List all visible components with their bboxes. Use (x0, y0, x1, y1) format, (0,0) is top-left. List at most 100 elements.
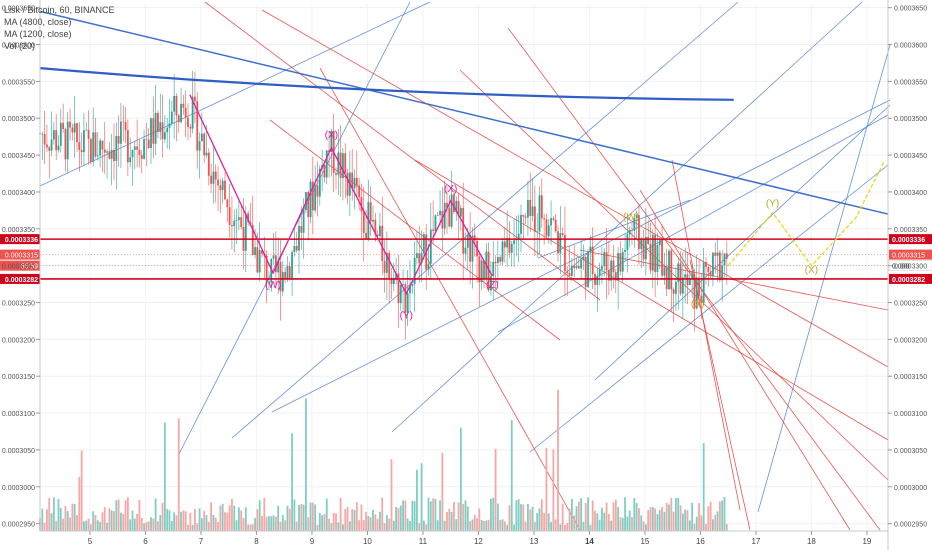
volume-bar (210, 502, 213, 531)
volume-bar (559, 524, 562, 531)
candle-body (547, 225, 550, 237)
candle-body (434, 215, 437, 231)
volume-bar (492, 497, 495, 531)
y-tick-label-right: 0.0003350 (894, 227, 927, 234)
volume-bar (152, 518, 155, 531)
volume-bar (651, 507, 654, 531)
volume-bar (681, 513, 684, 531)
volume-bar (372, 509, 374, 531)
volume-bar (335, 513, 337, 531)
volume-bar (332, 512, 335, 531)
candle-body (133, 146, 136, 150)
volume-bar (418, 522, 421, 531)
volume-bar (200, 518, 203, 531)
candle-body (207, 152, 210, 176)
volume-bar (721, 500, 724, 531)
candle-body (136, 146, 139, 150)
volume-bar (707, 506, 710, 531)
candle-body (559, 233, 562, 254)
candle-body (483, 260, 485, 279)
trendline (231, 1, 739, 439)
volume-bar (413, 501, 416, 531)
candle-body (124, 122, 127, 131)
volume-bar (194, 509, 196, 531)
volume-bar (115, 500, 118, 531)
candle-body (383, 261, 386, 273)
volume-bar (235, 520, 238, 531)
candle-body (235, 219, 238, 221)
volume-bar (446, 511, 448, 531)
volume-bar (436, 520, 439, 531)
volume-bar (66, 511, 69, 531)
candle-body (658, 238, 661, 246)
volume-bar (409, 521, 411, 531)
candle-body (527, 199, 529, 218)
volume-bar (503, 521, 506, 531)
candle-body (533, 206, 536, 232)
trendline (594, 104, 891, 381)
volume-bar (344, 509, 347, 531)
candles (39, 70, 728, 340)
candle-body (649, 244, 652, 271)
volume-bar (598, 519, 601, 531)
candle-body (411, 284, 414, 287)
candle-body (240, 217, 243, 228)
volume-bar (688, 520, 691, 531)
y-tick-label-right: 0.0003500 (894, 116, 927, 123)
candle-body (76, 123, 78, 143)
candle-body (270, 258, 273, 283)
volume-bar (110, 510, 113, 531)
level-tag-left-label: 0.0003282 (5, 277, 38, 284)
candle-body (318, 168, 321, 197)
candle-body (170, 111, 173, 124)
volume-bar (145, 522, 148, 531)
candle-body (672, 289, 675, 294)
wave-label-pink: (X) (325, 130, 338, 141)
candle-body (591, 246, 594, 275)
candle-body (462, 207, 465, 254)
candle-body (212, 171, 215, 184)
volume-bar (554, 519, 557, 531)
candle-body (365, 232, 367, 239)
candle-body (258, 250, 261, 273)
volume-bar (691, 502, 694, 531)
candle-body (372, 219, 374, 222)
volume-bar (614, 499, 617, 531)
candle-body (709, 272, 712, 277)
candle-body (110, 149, 113, 159)
candle-body (642, 239, 645, 260)
volume-bar (675, 498, 677, 531)
volume-bar (538, 508, 541, 531)
candle-body (87, 129, 90, 139)
volume-bar (180, 512, 182, 531)
horizontal-levels: 0.0003336 0.0003336 0.0003282 0.0003282 0.00… (0, 234, 932, 284)
volume-bar (709, 501, 712, 531)
candle-body (62, 122, 65, 130)
volume-bar (154, 498, 157, 531)
candle-body (374, 219, 377, 235)
candle-body (587, 252, 589, 288)
volume-bar (677, 497, 680, 531)
volume-bar (459, 427, 462, 531)
volume-bar (57, 499, 60, 531)
candle-body (131, 149, 134, 158)
x-tick-label: 13 (529, 537, 538, 546)
candle-body (552, 218, 555, 220)
volume-bar (258, 500, 261, 531)
y-tick-label-right: 0.0003250 (894, 301, 927, 308)
volume-bar (529, 509, 532, 531)
candle-body (707, 267, 710, 273)
x-tick-label: 9 (310, 537, 315, 546)
volume-bar (108, 508, 111, 531)
volume-bar (173, 512, 176, 531)
wave-label-pink: (Z) (486, 280, 499, 291)
candle-body (300, 226, 303, 233)
volume-bar (43, 522, 46, 531)
trendline (391, 1, 863, 433)
candle-body (268, 282, 270, 284)
candle-body (529, 199, 532, 216)
indicator-ma-4800: MA (4800, close) (4, 17, 72, 27)
y-tick-label-left: 0.0003200 (2, 337, 35, 344)
trendline (497, 114, 889, 333)
